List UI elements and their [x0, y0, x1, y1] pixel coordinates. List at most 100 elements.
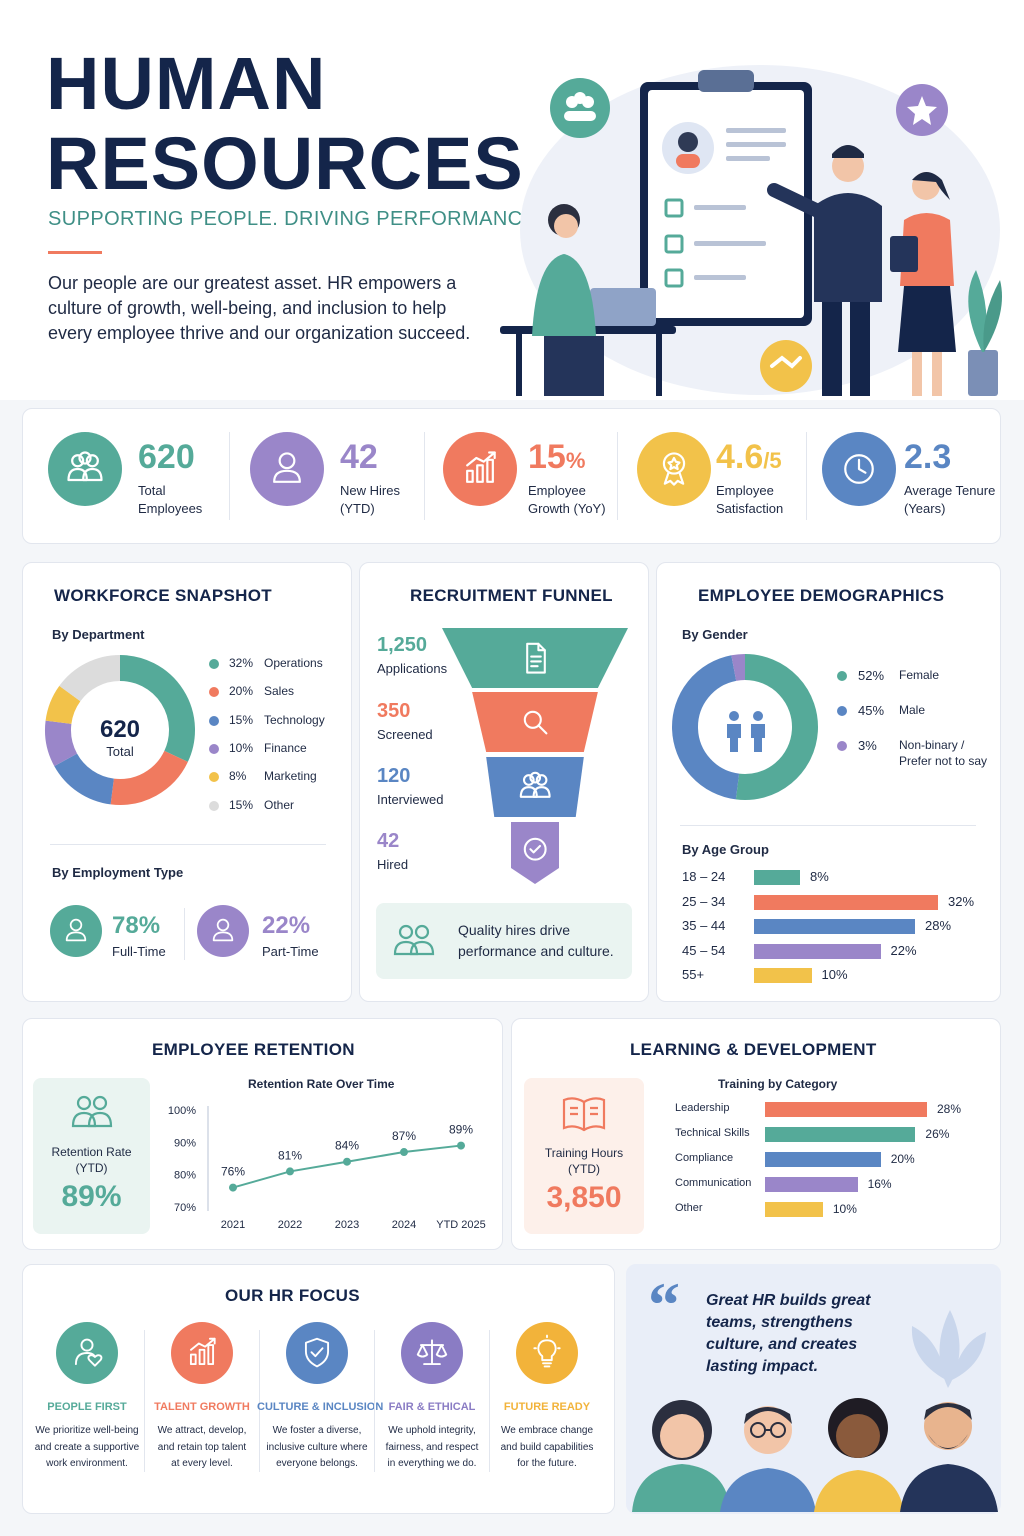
kpi-value: 42	[340, 438, 378, 477]
focus-item-text: We embrace change	[500, 1425, 594, 1436]
age-value: 22%	[890, 942, 917, 958]
employment-divider	[184, 908, 185, 960]
age-label: 45 – 54	[682, 942, 726, 958]
gender-donut-chart	[672, 654, 818, 800]
legend-dot	[209, 743, 219, 754]
training-bar	[765, 1177, 858, 1192]
gender-label: Non-binary /	[899, 738, 965, 752]
department-percent: 15%	[229, 797, 254, 812]
age-label: 25 – 34	[682, 893, 726, 909]
kpi-icon-circle	[48, 432, 122, 506]
focus-item-title: TALENT GROWTH	[154, 1401, 250, 1413]
kpi-number: 4.6	[716, 438, 764, 476]
retention-data-label: 89%	[449, 1123, 473, 1137]
retention-kpi-box	[33, 1078, 150, 1234]
kpi-divider	[229, 432, 230, 520]
legend-dot	[209, 659, 219, 669]
funnel-stage-0	[442, 628, 628, 688]
person-icon	[212, 918, 234, 942]
department-percent: 32%	[229, 656, 254, 670]
gender-label: Female	[899, 668, 940, 682]
department-name: Finance	[264, 740, 307, 755]
team-illustration	[632, 1398, 998, 1512]
person-icon	[65, 918, 87, 942]
department-name: Marketing	[264, 769, 317, 784]
funnel-label: Screened	[377, 727, 433, 742]
focus-icon-circle	[401, 1322, 463, 1384]
funnel-value: 120	[377, 765, 411, 787]
kpi-divider	[424, 432, 425, 520]
retention-title: EMPLOYEE RETENTION	[152, 1040, 355, 1059]
age-bar	[754, 870, 800, 885]
focus-item-title: FAIR & ETHICAL	[388, 1401, 476, 1413]
training-bar	[765, 1127, 916, 1142]
x-tick-label: 2021	[221, 1219, 245, 1231]
gender-icon	[727, 711, 765, 752]
learning-kpi-value: 3,850	[546, 1181, 622, 1214]
department-percent: 20%	[229, 684, 254, 699]
retention-kpi-value: 89%	[61, 1180, 122, 1213]
funnel-label: Applications	[377, 661, 448, 676]
people-icon	[71, 1095, 113, 1128]
kpi-number: 15	[528, 438, 566, 476]
focus-item-text: in everything we do.	[387, 1458, 477, 1469]
kpi-label: Growth (YoY)	[528, 501, 606, 516]
funnel-value: 350	[377, 700, 411, 722]
age-label: 18 – 24	[682, 869, 726, 884]
kpi-value: 15%	[528, 438, 585, 477]
department-name: Technology	[264, 712, 325, 727]
department-slice-4	[45, 685, 81, 725]
focus-item-text: We uphold integrity,	[388, 1425, 476, 1436]
funnel-stage-2	[486, 757, 584, 817]
training-bar	[765, 1152, 881, 1167]
kpi-label: New Hires	[340, 483, 400, 498]
retention-data-label: 76%	[221, 1165, 245, 1179]
kpi-label: Employees	[138, 501, 203, 516]
department-slice-1	[110, 750, 188, 805]
kpi-divider	[617, 432, 618, 520]
focus-item-text: work environment.	[46, 1458, 128, 1469]
by-department-label: By Department	[52, 627, 145, 642]
kpi-divider	[806, 432, 807, 520]
legend-dot	[837, 741, 847, 751]
training-bar	[765, 1102, 927, 1117]
focus-icon-circle	[56, 1322, 118, 1384]
training-value: 26%	[925, 1127, 950, 1141]
funnel-stage-1	[472, 692, 598, 752]
recruitment-title: RECRUITMENT FUNNEL	[410, 586, 613, 605]
focus-item-text: for the future.	[517, 1458, 577, 1469]
gender-slice-2	[731, 654, 746, 681]
retention-point	[400, 1148, 408, 1157]
quote-line-4: lasting impact.	[706, 1358, 819, 1375]
learning-title: LEARNING & DEVELOPMENT	[630, 1040, 877, 1059]
employment-value: 78%	[112, 912, 161, 939]
scales-icon	[416, 1339, 448, 1366]
employment-label: Part-Time	[262, 944, 319, 959]
y-tick-label: 70%	[174, 1202, 196, 1214]
focus-item-text: at every level.	[171, 1458, 233, 1469]
gender-label: Male	[899, 703, 926, 717]
department-name: Other	[264, 797, 295, 812]
shield-check-icon	[304, 1337, 330, 1368]
check-circle-icon	[523, 837, 547, 861]
focus-item-text: We attract, develop,	[157, 1425, 247, 1436]
focus-item-text: We prioritize well-being	[35, 1425, 139, 1436]
person-icon	[273, 452, 301, 483]
legend-dot	[209, 772, 219, 783]
focus-divider	[259, 1330, 260, 1472]
demographics-title: EMPLOYEE DEMOGRAPHICS	[698, 586, 945, 605]
focus-icon-circle	[286, 1322, 348, 1384]
x-tick-label: 2023	[335, 1219, 359, 1231]
employment-icon-circle	[197, 905, 249, 957]
retention-data-label: 87%	[392, 1129, 416, 1143]
kpi-icon-circle	[637, 432, 711, 506]
employment-value: 22%	[262, 912, 311, 939]
recruitment-note	[376, 903, 632, 979]
growth-chart-icon	[466, 451, 496, 483]
learning-kpi-label1: Training Hours	[544, 1146, 624, 1160]
kpi-number: 42	[340, 438, 378, 476]
quote-line-3: culture, and creates	[706, 1336, 858, 1353]
kpi-label: Average Tenure	[904, 483, 996, 498]
employment-label: Full-Time	[112, 944, 166, 959]
focus-item-text: inclusive culture where	[266, 1441, 368, 1453]
